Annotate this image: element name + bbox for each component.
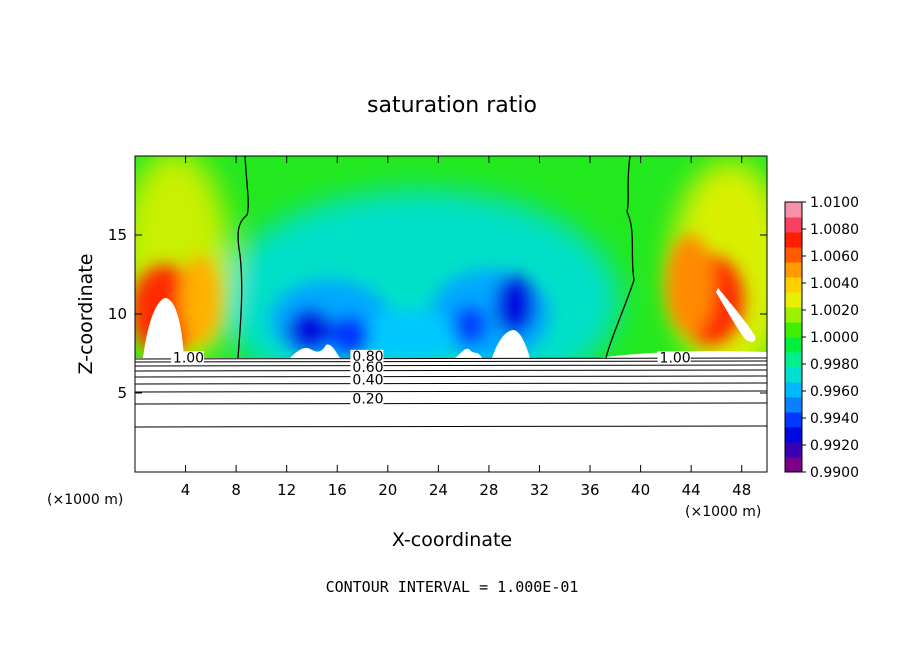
colorbar-swatch (785, 457, 802, 473)
contour-label: 0.80 (352, 349, 383, 365)
contour-label: 1.00 (660, 350, 691, 366)
colorbar-swatch (785, 337, 802, 353)
contour-label-bg (350, 392, 384, 405)
x-tick-label: 4 (181, 481, 191, 499)
x-tick-label: 48 (732, 481, 751, 499)
plot-area: 1.00 1.00 0.800.600.40 0.20 (135, 156, 767, 472)
x-unit-left: (×1000 m) (47, 492, 123, 508)
colorbar-swatch (785, 277, 802, 293)
colorbar-label: 1.0040 (810, 276, 859, 292)
colorbar-swatch (785, 262, 802, 278)
colorbar-label: 1.0100 (810, 195, 859, 211)
colorbar-swatch (785, 232, 802, 248)
colorbar-label: 0.9960 (810, 384, 859, 400)
contour-label-bg (350, 349, 384, 362)
colorbar-swatch (785, 367, 802, 383)
contour-label-bg (350, 373, 384, 386)
x-tick-label: 28 (479, 481, 498, 499)
colorbar-swatch (785, 397, 802, 413)
colorbar-label: 1.0020 (810, 303, 859, 319)
saturation-field (135, 156, 767, 358)
y-tick-label: 10 (108, 305, 127, 323)
colorbar-swatch (785, 322, 802, 338)
contour-interval-label: CONTOUR INTERVAL = 1.000E-01 (326, 578, 579, 596)
contour-label: 0.60 (352, 360, 383, 376)
contour-label-bg (170, 351, 204, 364)
contour-labels: 1.00 1.00 0.800.600.40 0.20 (170, 349, 691, 407)
colorbar-swatch (785, 352, 802, 368)
colorbar-swatch (785, 412, 802, 428)
y-axis-label: Z-coordinate (75, 254, 97, 375)
colorbar-swatch (785, 382, 802, 398)
x-tick-label: 40 (631, 481, 650, 499)
chart-title: saturation ratio (367, 93, 537, 118)
colorbar-label: 0.9900 (810, 465, 859, 481)
x-tick-label: 20 (378, 481, 397, 499)
colorbar-swatch (785, 292, 802, 308)
colorbar-label: 1.0000 (810, 330, 859, 346)
x-tick-label: 24 (429, 481, 448, 499)
colorbar-label: 1.0080 (810, 222, 859, 238)
x-unit-right: (×1000 m) (685, 504, 761, 520)
x-tick-label: 12 (277, 481, 296, 499)
x-axis-label: X-coordinate (392, 529, 512, 551)
x-axis: 4 8 12 16 20 24 28 32 36 40 44 48 (181, 156, 751, 499)
colorbar-swatch (785, 202, 802, 218)
colorbar-label: 0.9920 (810, 438, 859, 454)
colorbar-swatch (785, 307, 802, 323)
x-tick-label: 36 (580, 481, 599, 499)
y-tick-label: 15 (108, 226, 127, 244)
colorbar-swatch (785, 442, 802, 458)
colorbar-swatch (785, 427, 802, 443)
x-tick-label: 16 (328, 481, 347, 499)
colorbar-label: 0.9980 (810, 357, 859, 373)
x-tick-label: 44 (682, 481, 701, 499)
colorbar-label: 1.0060 (810, 249, 859, 265)
colorbar-swatch (785, 247, 802, 263)
contour-label-bg (350, 360, 384, 373)
y-axis: 5 10 15 (108, 226, 767, 402)
contour-label: 0.20 (352, 391, 383, 407)
colorbar: 1.0100 1.0080 1.0060 1.0040 1.0020 1.0000 0.99… (784, 195, 859, 481)
colorbar-label: 0.9940 (810, 411, 859, 427)
contour-label-bg (657, 351, 691, 364)
contour-label: 1.00 (173, 350, 204, 366)
colorbar-swatch (785, 217, 802, 233)
x-tick-label: 32 (530, 481, 549, 499)
y-tick-label: 5 (117, 384, 127, 402)
x-tick-label: 8 (231, 481, 241, 499)
contour-label: 0.40 (352, 373, 383, 389)
